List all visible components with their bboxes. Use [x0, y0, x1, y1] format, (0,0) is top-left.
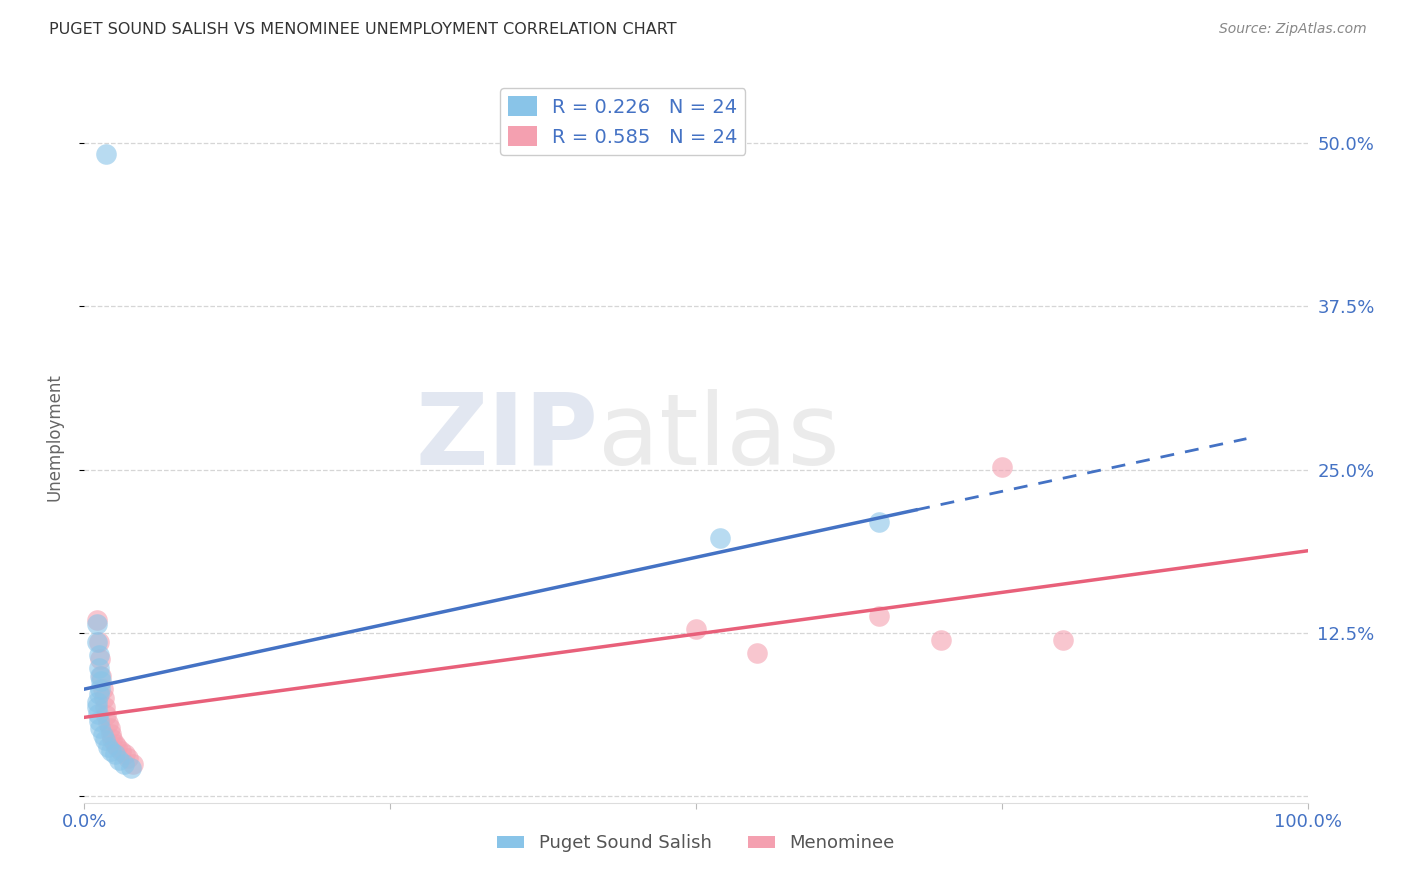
Point — [91, 728, 114, 742]
Point — [122, 756, 145, 771]
Point — [100, 743, 122, 757]
Point — [87, 635, 110, 649]
Point — [86, 613, 108, 627]
Point — [87, 706, 110, 721]
Point — [87, 714, 110, 728]
Point — [709, 531, 731, 545]
Point — [96, 146, 118, 161]
Point — [87, 687, 110, 701]
Point — [107, 753, 129, 767]
Text: Source: ZipAtlas.com: Source: ZipAtlas.com — [1219, 22, 1367, 37]
Point — [86, 695, 108, 709]
Point — [929, 632, 952, 647]
Point — [94, 700, 117, 714]
Text: atlas: atlas — [598, 389, 839, 485]
Point — [120, 760, 142, 774]
Point — [105, 739, 128, 754]
Point — [87, 648, 110, 663]
Point — [90, 669, 112, 683]
Point — [89, 722, 111, 736]
Point — [100, 726, 122, 740]
Point — [89, 652, 111, 666]
Point — [104, 737, 127, 751]
Point — [91, 682, 114, 697]
Point — [94, 733, 117, 747]
Point — [86, 700, 108, 714]
Legend: Puget Sound Salish, Menominee: Puget Sound Salish, Menominee — [491, 827, 901, 860]
Point — [97, 739, 120, 754]
Point — [98, 722, 121, 736]
Y-axis label: Unemployment: Unemployment — [45, 373, 63, 501]
Point — [117, 751, 139, 765]
Point — [110, 743, 132, 757]
Point — [86, 635, 108, 649]
Point — [97, 716, 120, 731]
Point — [89, 682, 111, 697]
Point — [93, 691, 115, 706]
Point — [991, 460, 1014, 475]
Point — [87, 661, 110, 675]
Point — [114, 747, 136, 762]
Point — [869, 515, 891, 529]
Point — [101, 731, 124, 746]
Point — [685, 622, 707, 636]
Point — [112, 756, 135, 771]
Point — [869, 609, 891, 624]
Text: PUGET SOUND SALISH VS MENOMINEE UNEMPLOYMENT CORRELATION CHART: PUGET SOUND SALISH VS MENOMINEE UNEMPLOY… — [49, 22, 676, 37]
Point — [747, 646, 769, 660]
Text: ZIP: ZIP — [415, 389, 598, 485]
Point — [90, 674, 112, 689]
Point — [1052, 632, 1074, 647]
Point — [96, 708, 118, 723]
Point — [104, 747, 127, 762]
Point — [89, 669, 111, 683]
Point — [86, 616, 108, 631]
